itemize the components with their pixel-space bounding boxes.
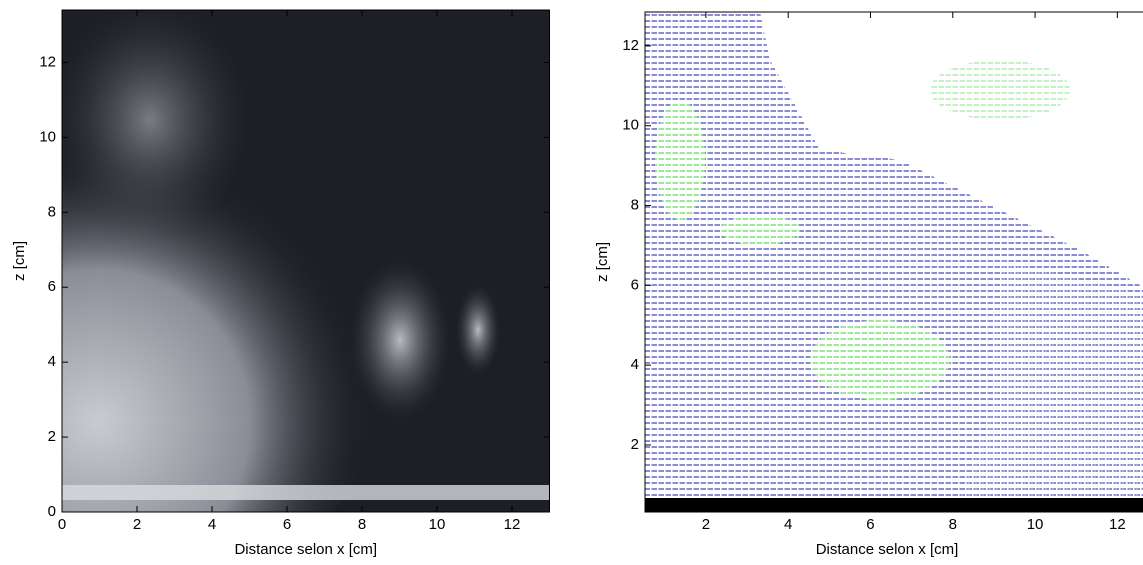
y-tick-label: 4 xyxy=(631,356,639,373)
y-tick-label: 10 xyxy=(622,117,639,134)
x-tick-label: 6 xyxy=(866,516,874,533)
y-axis-label: z [cm] xyxy=(11,241,28,281)
x-tick-label: 4 xyxy=(784,516,792,533)
y-tick-label: 0 xyxy=(48,503,56,520)
y-tick-label: 4 xyxy=(48,353,56,370)
x-tick-label: 2 xyxy=(702,516,710,533)
y-tick-label: 2 xyxy=(48,428,56,445)
y-axis-label: z [cm] xyxy=(594,242,611,282)
y-tick-label: 8 xyxy=(631,197,639,214)
x-tick-label: 0 xyxy=(58,516,66,533)
x-tick-label: 8 xyxy=(358,516,366,533)
x-tick-label: 4 xyxy=(208,516,216,533)
y-tick-label: 10 xyxy=(39,128,56,145)
x-axis-label: Distance selon x [cm] xyxy=(234,541,377,558)
x-tick-label: 10 xyxy=(429,516,446,533)
x-axis-label: Distance selon x [cm] xyxy=(816,541,959,558)
y-tick-label: 2 xyxy=(631,436,639,453)
axes-frame xyxy=(644,11,1143,513)
y-tick-label: 8 xyxy=(48,203,56,220)
vector-field xyxy=(645,12,1143,512)
x-tick-label: 12 xyxy=(1109,516,1126,533)
x-tick-label: 10 xyxy=(1027,516,1044,533)
y-tick-label: 12 xyxy=(622,37,639,54)
x-tick-label: 8 xyxy=(949,516,957,533)
axes-frame xyxy=(61,9,550,513)
y-tick-label: 6 xyxy=(631,276,639,293)
y-tick-label: 6 xyxy=(48,278,56,295)
y-tick-label: 12 xyxy=(39,53,56,70)
particle-image xyxy=(62,10,549,512)
x-tick-label: 12 xyxy=(504,516,521,533)
x-tick-label: 6 xyxy=(283,516,291,533)
x-tick-label: 2 xyxy=(133,516,141,533)
